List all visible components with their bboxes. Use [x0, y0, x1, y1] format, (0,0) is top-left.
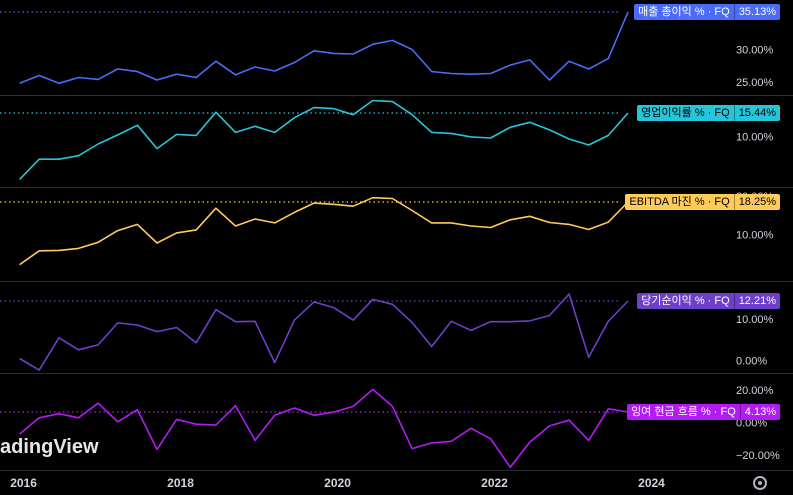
- y-tick-label: 10.00%: [736, 314, 774, 326]
- series-name: 당기순이익 % · FQ: [641, 295, 730, 307]
- series-name: 매출 총이익 % · FQ: [638, 6, 730, 18]
- y-tick-label: 25.00%: [736, 77, 774, 89]
- series-legend-badge[interactable]: 잉여 현금 흐름 % · FQ 4.13%: [627, 404, 780, 420]
- series-last-value: 35.13%: [733, 4, 780, 20]
- series-line: [19, 196, 629, 266]
- series-last-value: 15.44%: [733, 105, 780, 121]
- series-line: [19, 388, 629, 469]
- x-tick-label: 2022: [481, 476, 508, 490]
- x-tick-label: 2024: [638, 476, 665, 490]
- series-legend-badge[interactable]: 매출 총이익 % · FQ 35.13%: [634, 4, 780, 20]
- x-tick-label: 2018: [167, 476, 194, 490]
- tradingview-watermark: adingView: [0, 436, 99, 458]
- settings-gear-icon[interactable]: [753, 476, 767, 490]
- x-tick-label: 2016: [10, 476, 37, 490]
- y-tick-label: −20.00%: [736, 450, 780, 462]
- series-legend-badge[interactable]: 영업이익률 % · FQ 15.44%: [637, 105, 780, 121]
- y-tick-label: 20.00%: [736, 385, 774, 397]
- series-last-value: 12.21%: [733, 293, 780, 309]
- series-legend-badge[interactable]: 당기순이익 % · FQ 12.21%: [637, 293, 780, 309]
- series-last-value: 18.25%: [733, 194, 780, 210]
- y-tick-label: 0.00%: [736, 418, 767, 430]
- series-name: 잉여 현금 흐름 % · FQ: [631, 406, 736, 418]
- y-tick-label: 0.00%: [736, 356, 767, 368]
- x-tick-label: 2020: [324, 476, 351, 490]
- series-line: [19, 11, 629, 85]
- series-line: [19, 99, 629, 180]
- y-tick-label: 30.00%: [736, 45, 774, 57]
- series-name: EBITDA 마진 % · FQ: [629, 196, 730, 208]
- series-name: 영업이익률 % · FQ: [641, 107, 730, 119]
- y-tick-label: 10.00%: [736, 230, 774, 242]
- y-tick-label: 10.00%: [736, 131, 774, 143]
- series-last-value: 4.13%: [739, 404, 780, 420]
- series-line: [19, 293, 629, 371]
- series-legend-badge[interactable]: EBITDA 마진 % · FQ 18.25%: [625, 194, 780, 210]
